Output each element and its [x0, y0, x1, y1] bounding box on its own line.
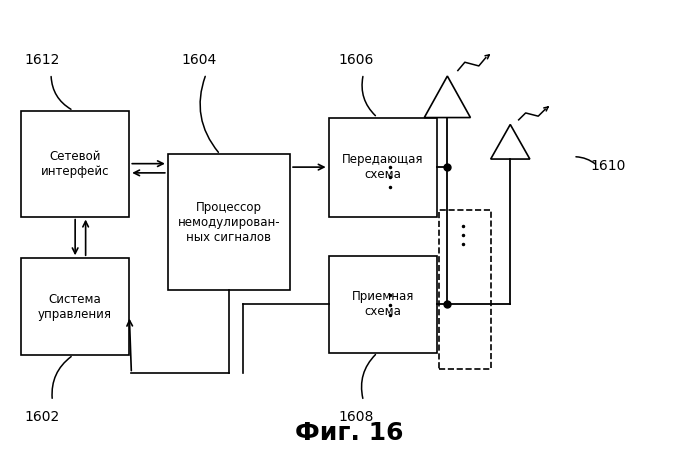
- Text: Процессор
немодулирован-
ных сигналов: Процессор немодулирован- ных сигналов: [178, 201, 280, 244]
- Bar: [21, 258, 129, 355]
- Text: 1602: 1602: [24, 410, 59, 424]
- Text: 1612: 1612: [24, 53, 59, 67]
- Text: 1608: 1608: [339, 410, 374, 424]
- Text: 1610: 1610: [591, 159, 626, 173]
- Text: 1604: 1604: [182, 53, 217, 67]
- Bar: [329, 256, 437, 353]
- Bar: [21, 111, 129, 217]
- Text: Приемная
схема: Приемная схема: [352, 290, 414, 318]
- Text: Фиг. 16: Фиг. 16: [295, 421, 404, 445]
- Bar: [168, 154, 290, 290]
- Text: 1606: 1606: [339, 53, 374, 67]
- Bar: [439, 210, 491, 369]
- Text: Сетевой
интерфейс: Сетевой интерфейс: [41, 150, 109, 177]
- Bar: [329, 118, 437, 217]
- Text: Система
управления: Система управления: [38, 293, 112, 320]
- Text: Передающая
схема: Передающая схема: [342, 153, 424, 181]
